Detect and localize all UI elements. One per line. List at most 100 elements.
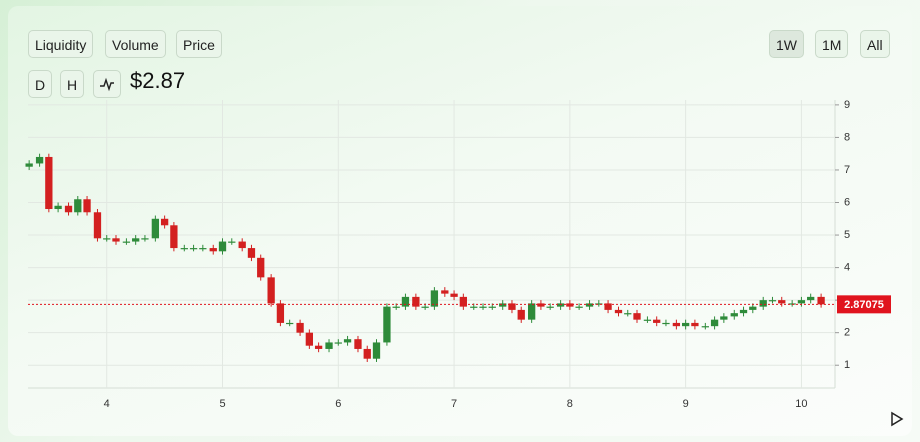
candle-body: [488, 306, 496, 308]
candle-body: [430, 290, 439, 307]
candle-body: [238, 241, 246, 249]
candle-body: [383, 306, 391, 343]
candle-body: [470, 306, 478, 308]
candle-body: [354, 339, 362, 349]
candle-body: [556, 303, 565, 307]
candle-body: [575, 306, 583, 308]
candle-body: [74, 199, 82, 213]
candle-body: [720, 316, 728, 320]
candle-body: [604, 303, 612, 310]
x-tick-label: 10: [795, 398, 807, 410]
candle-body: [189, 248, 198, 250]
y-tick-label: 1: [844, 359, 850, 371]
candle-body: [807, 296, 815, 301]
candle-body: [372, 342, 381, 359]
candle-body: [546, 306, 554, 308]
candle-body: [247, 248, 256, 258]
candle-body: [54, 205, 62, 210]
y-tick-label: 5: [844, 229, 850, 241]
y-tick-label: 2: [844, 327, 850, 339]
candle-body: [624, 313, 632, 315]
candle-body: [643, 319, 652, 321]
candle-body: [314, 345, 323, 349]
line-icon: [100, 77, 114, 92]
candle-body: [35, 156, 44, 164]
candle-body: [180, 248, 188, 250]
candle-body: [672, 322, 681, 327]
x-tick-label: 8: [567, 398, 573, 410]
current-price: $2.87: [130, 68, 186, 93]
candle-body: [691, 322, 699, 327]
y-tick-label: 7: [844, 164, 850, 176]
candle-body: [325, 342, 333, 349]
candle-body: [528, 303, 536, 320]
candle-body: [681, 322, 690, 327]
candle-body: [25, 163, 33, 167]
candle-body: [479, 306, 487, 308]
candle-body: [537, 303, 545, 307]
candle-body: [401, 296, 410, 307]
candle-body: [595, 303, 603, 305]
range-button[interactable]: 1M: [815, 30, 849, 58]
candle-body: [112, 238, 120, 242]
x-tick-label: 9: [683, 398, 689, 410]
metric-button[interactable]: Price: [176, 30, 222, 58]
candle-body: [334, 342, 342, 344]
candle-body: [421, 306, 429, 308]
last-price-label: 2.87075: [844, 299, 884, 311]
candle-body: [103, 238, 111, 240]
candle-body: [701, 326, 709, 328]
x-tick-label: 5: [219, 398, 225, 410]
candle-body: [614, 309, 623, 314]
interval-button[interactable]: H: [60, 70, 85, 98]
candle-body: [151, 218, 160, 239]
candle-body: [160, 218, 169, 226]
candle-body: [759, 300, 767, 307]
candle-body: [286, 322, 294, 325]
y-tick-label: 9: [844, 99, 850, 111]
range-button[interactable]: All: [860, 30, 890, 58]
candle-body: [257, 257, 265, 278]
candle-body: [392, 306, 400, 308]
candle-body: [749, 306, 757, 310]
candle-body: [93, 212, 102, 239]
line-toggle-button[interactable]: [93, 70, 121, 98]
y-tick-label: 6: [844, 196, 850, 208]
metric-button[interactable]: Volume: [105, 30, 166, 58]
x-tick-label: 4: [104, 398, 110, 410]
candle-body: [633, 313, 641, 320]
candle-body: [199, 248, 207, 250]
candle-body: [305, 332, 313, 346]
candle-body: [817, 296, 825, 305]
candle-body: [566, 303, 574, 307]
candle-body: [730, 313, 738, 317]
metric-button[interactable]: Liquidity: [28, 30, 94, 58]
candle-body: [768, 300, 777, 302]
interval-button[interactable]: D: [28, 70, 53, 98]
y-tick-label: 4: [844, 261, 850, 273]
candle-body: [653, 319, 661, 323]
candle-body: [585, 303, 594, 307]
candle-body: [450, 293, 458, 297]
candle-body: [459, 296, 467, 307]
candle-body: [343, 339, 352, 343]
candle-body: [739, 309, 748, 314]
range-button[interactable]: 1W: [769, 30, 804, 58]
candle-body: [517, 309, 525, 320]
y-tick-label: 8: [844, 131, 850, 143]
last-price-tag: [837, 295, 891, 314]
candle-body: [122, 241, 131, 243]
candle-body: [267, 277, 275, 304]
candle-body: [64, 205, 73, 213]
candle-body: [276, 303, 285, 323]
candle-body: [209, 248, 217, 252]
candle-body: [441, 290, 449, 294]
candle-body: [778, 300, 786, 304]
candle-body: [499, 303, 507, 307]
candle-body: [141, 238, 149, 240]
play-icon[interactable]: [891, 411, 904, 427]
candle-body: [710, 319, 719, 327]
candle-body: [508, 303, 516, 310]
